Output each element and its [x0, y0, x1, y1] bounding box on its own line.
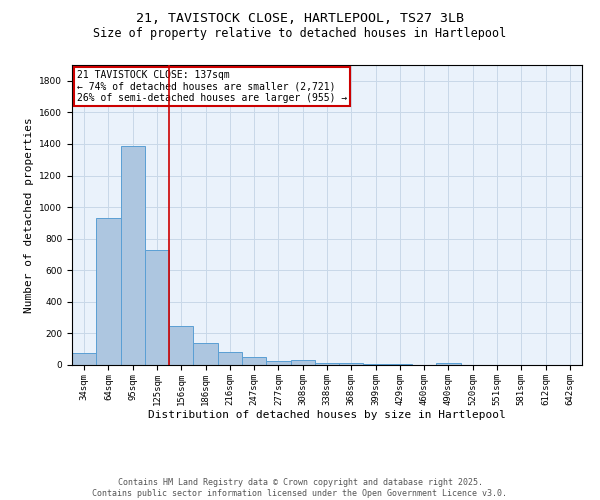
- Bar: [388, 364, 412, 365]
- Bar: [436, 364, 461, 365]
- Bar: [290, 360, 315, 365]
- Bar: [96, 218, 121, 365]
- Bar: [72, 353, 96, 365]
- Bar: [242, 357, 266, 365]
- Text: Size of property relative to detached houses in Hartlepool: Size of property relative to detached ho…: [94, 28, 506, 40]
- Bar: [218, 352, 242, 365]
- Bar: [169, 326, 193, 365]
- Text: 21, TAVISTOCK CLOSE, HARTLEPOOL, TS27 3LB: 21, TAVISTOCK CLOSE, HARTLEPOOL, TS27 3L…: [136, 12, 464, 26]
- Bar: [266, 361, 290, 365]
- Bar: [145, 250, 169, 365]
- Y-axis label: Number of detached properties: Number of detached properties: [24, 117, 34, 313]
- Bar: [193, 343, 218, 365]
- Bar: [315, 362, 339, 365]
- X-axis label: Distribution of detached houses by size in Hartlepool: Distribution of detached houses by size …: [148, 410, 506, 420]
- Bar: [339, 364, 364, 365]
- Text: Contains HM Land Registry data © Crown copyright and database right 2025.
Contai: Contains HM Land Registry data © Crown c…: [92, 478, 508, 498]
- Bar: [121, 146, 145, 365]
- Bar: [364, 364, 388, 365]
- Text: 21 TAVISTOCK CLOSE: 137sqm
← 74% of detached houses are smaller (2,721)
26% of s: 21 TAVISTOCK CLOSE: 137sqm ← 74% of deta…: [77, 70, 347, 102]
